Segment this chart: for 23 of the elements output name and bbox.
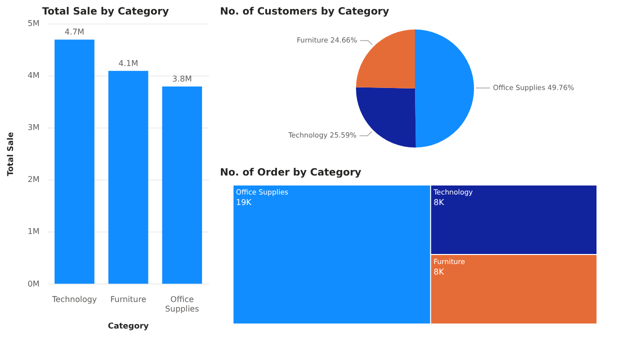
data-label: 3.8M [172,74,192,84]
data-label: 19K [236,198,252,208]
bar [162,86,202,284]
data-label: 8K [434,198,445,208]
x-tick-label: Technology [51,295,98,304]
bar [108,70,148,284]
y-tick-label: 1M [28,227,40,236]
y-tick-label: 0M [28,279,40,288]
chart-title: Total Sale by Category [42,6,170,18]
chart-title: No. of Customers by Category [220,6,390,18]
x-tick-label: Office Supplies [165,295,200,314]
text: No. of Order by Category [220,168,362,179]
data-label: 4.1M [118,58,138,68]
y-tick-label: 5M [28,19,40,28]
data-label: 4.7M [64,28,84,37]
y-tick-label: 2M [28,175,40,184]
y-axis-title: Total Sale [6,132,15,176]
x-tick-label: Furniture [110,295,146,304]
x-axis-title: Category [108,321,150,330]
bar [54,40,94,284]
y-tick-label: 3M [28,123,40,132]
y-tick-label: 4M [28,71,40,80]
data-label: 8K [434,268,445,277]
